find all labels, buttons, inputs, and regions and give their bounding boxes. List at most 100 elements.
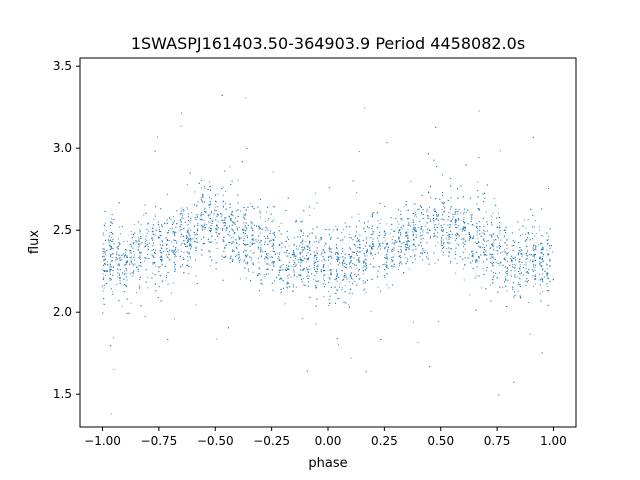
data-point <box>168 254 170 256</box>
data-point <box>266 227 268 229</box>
data-point <box>145 212 147 214</box>
data-point <box>364 261 366 263</box>
data-point <box>204 228 206 230</box>
data-point <box>435 126 437 128</box>
data-point <box>400 246 402 248</box>
data-point <box>535 249 537 251</box>
data-point <box>209 251 211 253</box>
data-point <box>358 260 360 262</box>
data-point <box>352 293 354 295</box>
data-point <box>272 245 274 247</box>
data-point <box>243 229 245 231</box>
data-point <box>424 251 426 253</box>
data-point <box>159 252 161 254</box>
data-point <box>456 232 458 234</box>
data-point <box>364 288 366 290</box>
data-point <box>335 252 337 254</box>
data-point <box>242 229 244 231</box>
data-point <box>157 224 159 226</box>
data-point <box>472 267 474 269</box>
data-point <box>407 231 409 233</box>
data-point <box>137 249 139 251</box>
data-point <box>484 197 486 199</box>
data-point <box>286 286 288 288</box>
data-point <box>257 274 259 276</box>
data-point <box>133 259 135 261</box>
data-point <box>106 250 108 252</box>
data-point <box>372 238 374 240</box>
data-point <box>170 228 172 230</box>
data-point <box>523 266 525 268</box>
data-point <box>266 273 268 275</box>
data-point <box>125 263 127 265</box>
data-point <box>252 264 254 266</box>
data-point <box>535 279 537 281</box>
data-point <box>260 228 262 230</box>
data-point <box>499 246 501 247</box>
data-point <box>457 197 459 199</box>
data-point <box>244 218 246 220</box>
data-point <box>110 413 112 415</box>
data-point <box>478 209 480 211</box>
data-point <box>299 236 301 238</box>
data-point <box>300 231 302 233</box>
data-point <box>549 247 551 249</box>
data-point <box>392 242 394 244</box>
data-point <box>174 270 176 272</box>
data-point <box>164 265 166 267</box>
data-point <box>415 224 417 226</box>
data-point <box>299 269 301 271</box>
data-point <box>329 278 331 280</box>
data-point <box>398 265 400 267</box>
data-point <box>272 250 274 252</box>
data-point <box>336 275 338 277</box>
data-point <box>140 235 142 237</box>
data-point <box>408 224 410 226</box>
data-point <box>406 235 408 237</box>
data-point <box>278 226 280 228</box>
data-point <box>118 226 120 228</box>
data-point <box>126 312 128 314</box>
data-point <box>236 243 238 245</box>
data-point <box>511 259 513 261</box>
data-point <box>110 278 112 280</box>
data-point <box>454 212 456 214</box>
data-point <box>196 283 198 285</box>
data-point <box>265 226 267 228</box>
data-point <box>506 306 508 308</box>
data-point <box>482 247 484 249</box>
data-point <box>456 227 458 229</box>
data-point <box>330 286 332 288</box>
data-point <box>103 264 105 266</box>
data-point <box>258 261 260 263</box>
data-point <box>511 257 513 259</box>
data-point <box>126 298 128 300</box>
data-point <box>464 222 466 224</box>
data-point <box>125 273 127 275</box>
data-point <box>474 277 476 279</box>
data-point <box>259 211 261 213</box>
data-point <box>408 240 410 242</box>
data-point <box>417 209 419 211</box>
data-point <box>444 207 446 209</box>
data-point <box>512 249 514 251</box>
data-point <box>391 250 393 252</box>
data-point <box>104 210 106 212</box>
data-point <box>182 215 184 217</box>
data-point <box>216 247 218 249</box>
data-point <box>223 219 225 221</box>
data-point <box>317 264 319 266</box>
data-point <box>278 244 280 246</box>
data-point <box>393 266 395 268</box>
data-point <box>412 262 414 264</box>
data-point <box>348 281 350 283</box>
data-point <box>379 231 381 233</box>
data-point <box>288 239 290 241</box>
data-point <box>111 214 113 216</box>
data-point <box>166 256 168 258</box>
data-point <box>457 213 459 215</box>
data-point <box>250 241 252 243</box>
data-point <box>209 228 211 230</box>
data-point <box>272 289 274 291</box>
data-point <box>121 226 123 228</box>
